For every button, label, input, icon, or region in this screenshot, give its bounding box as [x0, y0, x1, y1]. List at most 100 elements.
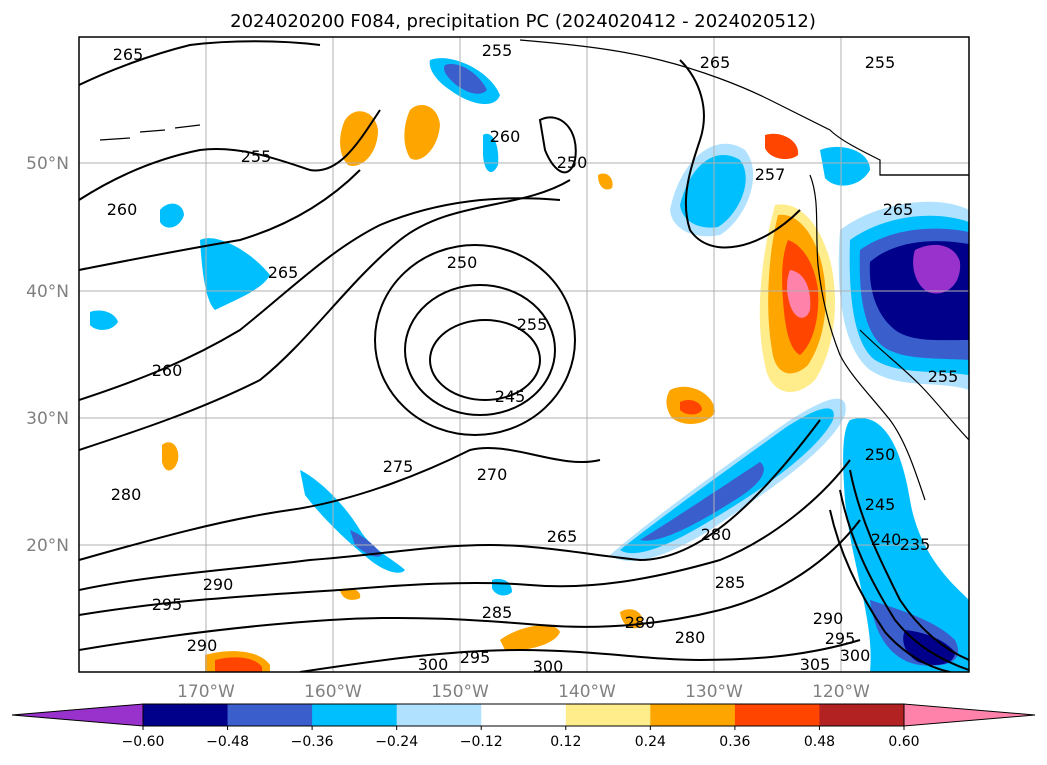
- coastlines: [99, 39, 969, 501]
- precip-negative-area: [300, 470, 405, 573]
- colorbar-bin: [565, 704, 651, 726]
- latitude-axis: 20°N 30°N 40°N 50°N: [26, 154, 69, 556]
- contour-label: 265: [883, 200, 914, 219]
- contour-label: 265: [268, 263, 299, 282]
- graticule: [79, 37, 969, 672]
- contour-label: 250: [557, 153, 588, 172]
- colorbar-tick-label: 0.12: [550, 734, 581, 750]
- colorbar-tick-label: −0.48: [206, 734, 249, 750]
- lon-tick-label: 150°W: [431, 682, 489, 702]
- contour-label: 257: [755, 165, 786, 184]
- height-contours: [79, 40, 969, 672]
- contour-label: 255: [482, 41, 513, 60]
- map-frame: [78, 36, 970, 673]
- precip-negative-area: [160, 203, 184, 228]
- contour-label: 240: [871, 530, 902, 549]
- contour-label: 255: [928, 367, 959, 386]
- colorbar-tick-label: −0.36: [291, 734, 334, 750]
- precip-negative-area: [913, 244, 961, 294]
- contour-labels: 265 255 265 255 250 260 260 255 265 250 …: [107, 41, 959, 676]
- colorbar-bin: [143, 704, 229, 726]
- colorbar-tick-label: 0.60: [888, 734, 919, 750]
- precip-positive-area: [787, 270, 811, 318]
- precip-negative-area: [200, 238, 270, 310]
- contour-label: 245: [495, 387, 526, 406]
- contour-label: 235: [900, 535, 931, 554]
- contour-label: 280: [111, 485, 142, 504]
- contour-label: 300: [418, 655, 449, 674]
- precip-positive-area: [680, 399, 702, 415]
- contour-label: 295: [152, 595, 183, 614]
- contour-label: 245: [865, 495, 896, 514]
- contour-label: 290: [813, 609, 844, 628]
- precip-positive-area: [765, 133, 799, 160]
- colorbar-bin: [227, 704, 313, 726]
- precip-negative-area: [350, 530, 382, 557]
- contour-label: 250: [447, 253, 478, 272]
- colorbar-bin: [396, 704, 482, 726]
- lon-tick-label: 170°W: [177, 682, 235, 702]
- lon-tick-label: 140°W: [558, 682, 616, 702]
- contour-label: 265: [700, 53, 731, 72]
- precip-positive-area: [215, 657, 262, 672]
- colorbar: [11, 703, 1036, 727]
- contour-label: 260: [152, 361, 183, 380]
- colorbar-tick-label: 0.48: [804, 734, 835, 750]
- contour-label: 260: [490, 127, 521, 146]
- precip-positive-area: [162, 442, 179, 471]
- precip-positive-area: [500, 625, 560, 651]
- contour-label: 300: [840, 646, 871, 665]
- contour-label: 290: [187, 636, 218, 655]
- contour-label: 260: [107, 200, 138, 219]
- precip-positive-area: [598, 173, 613, 190]
- contour-label: 280: [625, 613, 656, 632]
- lat-tick-label: 50°N: [26, 154, 69, 174]
- colorbar-extend-max: [903, 703, 1036, 727]
- precip-negative-area: [444, 64, 487, 94]
- contour-label: 300: [533, 657, 564, 676]
- colorbar-bin: [312, 704, 398, 726]
- lat-tick-label: 20°N: [26, 536, 69, 556]
- lon-tick-label: 160°W: [304, 682, 362, 702]
- contour-label: 275: [383, 457, 414, 476]
- precip-negative-area: [90, 310, 118, 330]
- contour-label: 255: [517, 315, 548, 334]
- contour-label: 295: [825, 629, 856, 648]
- contour-label: 290: [203, 575, 234, 594]
- contour-label: 280: [701, 525, 732, 544]
- contour-label: 255: [241, 147, 272, 166]
- precip-negative-area: [903, 630, 955, 665]
- colorbar-extend-min: [11, 703, 144, 727]
- contour-label: 265: [113, 45, 144, 64]
- map-panel: 265 255 265 255 250 260 260 255 265 250 …: [79, 37, 969, 676]
- colorbar-tick-label: 0.36: [719, 734, 750, 750]
- lon-tick-label: 120°W: [812, 682, 870, 702]
- contour-label: 295: [460, 648, 491, 667]
- colorbar-bin: [734, 704, 820, 726]
- colorbar-tick-label: −0.60: [122, 734, 165, 750]
- precip-negative-area: [620, 408, 834, 554]
- colorbar-tick-label: −0.12: [460, 734, 503, 750]
- colorbar-bin: [819, 704, 905, 726]
- lon-tick-label: 130°W: [685, 682, 743, 702]
- precip-negative-area: [820, 146, 870, 186]
- contour-label: 285: [482, 603, 513, 622]
- colorbar-tick-labels: −0.60 −0.48 −0.36 −0.24 −0.12 0.12 0.24 0.36 0.4…: [122, 726, 920, 750]
- colorbar-bin: [650, 704, 736, 726]
- lat-tick-label: 40°N: [26, 282, 69, 302]
- contour-label: 250: [865, 445, 896, 464]
- precip-positive-area: [404, 105, 440, 160]
- contour-label: 285: [715, 573, 746, 592]
- contour-label: 280: [675, 628, 706, 647]
- colorbar-tick-label: 0.24: [635, 734, 666, 750]
- longitude-axis: 170°W 160°W 150°W 140°W 130°W 120°W: [177, 682, 870, 702]
- precip-positive-area: [340, 588, 361, 600]
- precip-negative-area: [640, 462, 764, 541]
- contour-label: 305: [800, 655, 831, 674]
- colorbar-frame: [142, 703, 905, 727]
- precip-negative-area: [483, 133, 499, 173]
- chart-title: 2024020200 F084, precipitation PC (20240…: [230, 11, 816, 32]
- contour-label: 270: [477, 465, 508, 484]
- contour-label: 255: [865, 53, 896, 72]
